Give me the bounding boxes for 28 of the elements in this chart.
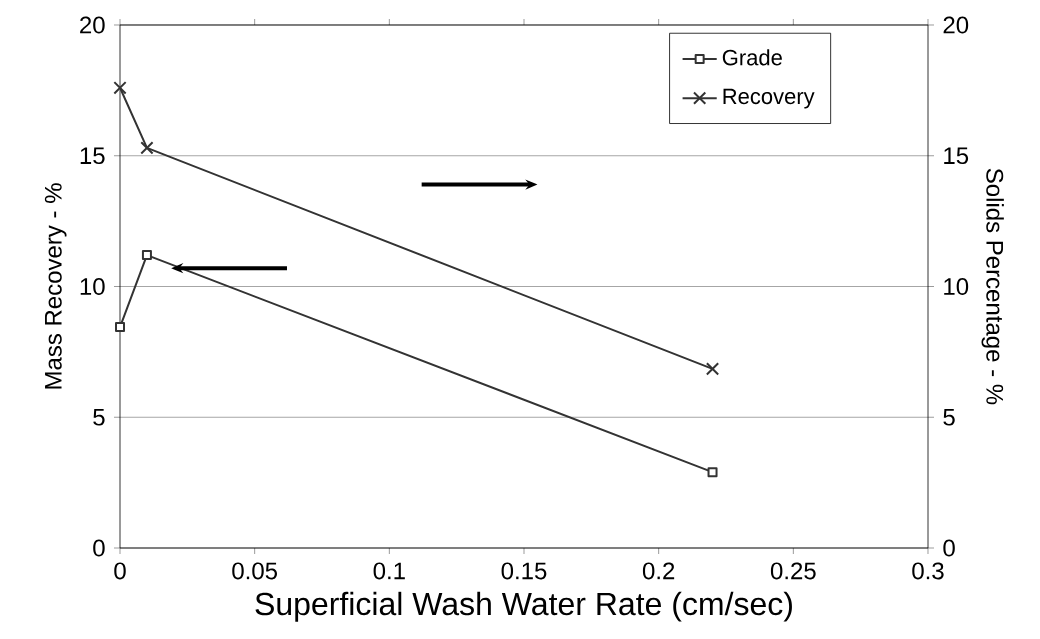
y-axis-title: Mass Recovery - %: [44, 183, 67, 389]
y2-tick-label: 20: [943, 16, 969, 34]
x-tick-label: 0.3: [912, 562, 944, 580]
y2-tick-label: 0: [943, 539, 955, 557]
y-tick-label: 5: [93, 408, 105, 426]
x-tick-label: 0.2: [642, 562, 675, 580]
point: [141, 250, 152, 261]
y2-tick-label: 10: [944, 278, 969, 295]
y2-axis-title: Solids Percentage - %: [981, 168, 1004, 405]
x-tick-label: 0.25: [770, 562, 816, 580]
y-tick-label: 20: [80, 16, 105, 34]
point: [707, 467, 718, 478]
y-tick-label: 10: [80, 278, 105, 295]
x-tick-label: 0.1: [373, 562, 405, 580]
y2-tick-label: 5: [943, 408, 955, 426]
x-tick-label: 0.15: [501, 562, 547, 580]
point: [115, 322, 125, 333]
x-tick-label: 0.05: [232, 562, 277, 580]
y2-tick-label: 15: [944, 147, 969, 165]
legend-label: Grade: [722, 49, 782, 66]
point: [113, 81, 127, 95]
x-axis-title: Superficial Wash Water Rate (cm/sec): [255, 591, 792, 622]
x-tick-label: 0: [114, 562, 126, 580]
point: [140, 141, 154, 155]
point: [705, 362, 720, 376]
y-tick-label: 15: [80, 147, 105, 165]
y-tick-label: 0: [93, 539, 105, 557]
legend-label: Recovery: [723, 88, 815, 109]
